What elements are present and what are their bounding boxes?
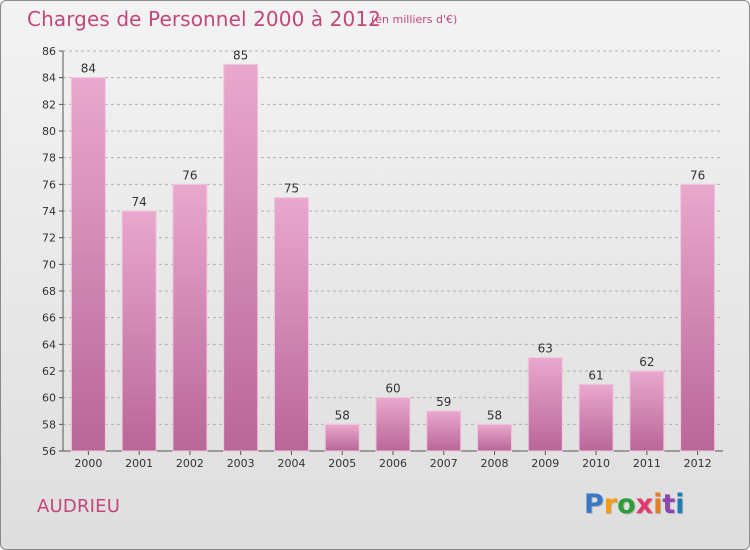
x-tick-label: 2010 <box>582 457 610 470</box>
y-tick-label: 76 <box>42 178 56 191</box>
bar <box>121 210 157 452</box>
chart-title: Charges de Personnel 2000 à 2012 <box>27 7 381 31</box>
y-tick-label: 86 <box>42 45 56 58</box>
x-tick-label: 2001 <box>125 457 153 470</box>
x-tick-label: 2009 <box>531 457 559 470</box>
bar-value-label: 58 <box>335 408 350 422</box>
bar <box>629 370 665 452</box>
logo-letter: P <box>584 489 604 520</box>
bar <box>477 423 513 452</box>
logo-letter: x <box>635 489 654 520</box>
y-tick-label: 72 <box>42 232 56 245</box>
bar <box>527 357 563 452</box>
y-tick-label: 60 <box>42 392 56 405</box>
y-tick-label: 74 <box>42 205 56 218</box>
bar-value-label: 74 <box>132 195 147 209</box>
bar <box>223 63 259 452</box>
y-tick-label: 66 <box>42 312 56 325</box>
y-tick-label: 58 <box>42 418 56 431</box>
x-tick-label: 2006 <box>379 457 407 470</box>
bar-value-label: 76 <box>690 168 705 182</box>
bar-value-label: 63 <box>538 342 553 356</box>
x-tick-label: 2012 <box>684 457 712 470</box>
x-tick-label: 2011 <box>633 457 661 470</box>
x-tick-label: 2005 <box>328 457 356 470</box>
bar <box>375 397 411 452</box>
y-tick-label: 84 <box>42 72 56 85</box>
bar-value-label: 59 <box>436 395 451 409</box>
bar-value-label: 58 <box>487 408 502 422</box>
city-name: AUDRIEU <box>37 496 121 517</box>
bar-value-label: 84 <box>81 62 96 76</box>
y-tick-label: 56 <box>42 445 56 458</box>
bar <box>324 423 360 452</box>
x-tick-label: 2000 <box>74 457 102 470</box>
bar <box>578 383 614 452</box>
bar-value-label: 62 <box>639 355 654 369</box>
x-tick-label: 2008 <box>481 457 509 470</box>
bar-value-label: 60 <box>385 382 400 396</box>
x-tick-label: 2003 <box>227 457 255 470</box>
logo-letter: i <box>675 489 685 520</box>
y-tick-label: 78 <box>42 152 56 165</box>
bar <box>426 410 462 452</box>
y-tick-label: 64 <box>42 338 56 351</box>
y-tick-label: 68 <box>42 285 56 298</box>
bar-value-label: 61 <box>588 368 603 382</box>
y-tick-label: 70 <box>42 258 56 271</box>
chart-subtitle: (en milliers d'€) <box>371 13 458 26</box>
logo-letter: i <box>653 489 663 520</box>
bar <box>70 77 106 452</box>
proxiti-logo: Proxiti <box>584 489 685 520</box>
bar-value-label: 85 <box>233 48 248 62</box>
bar-value-label: 76 <box>182 168 197 182</box>
bar <box>172 183 208 452</box>
bar <box>273 197 309 452</box>
x-tick-label: 2002 <box>176 457 204 470</box>
y-tick-label: 80 <box>42 125 56 138</box>
bar-value-label: 75 <box>284 182 299 196</box>
logo-letter: o <box>617 489 636 520</box>
y-tick-label: 62 <box>42 365 56 378</box>
logo-letter: r <box>603 489 618 520</box>
bar <box>680 183 716 452</box>
y-tick-label: 82 <box>42 98 56 111</box>
logo-letter: t <box>662 489 676 520</box>
x-tick-label: 2007 <box>430 457 458 470</box>
x-tick-label: 2004 <box>277 457 305 470</box>
